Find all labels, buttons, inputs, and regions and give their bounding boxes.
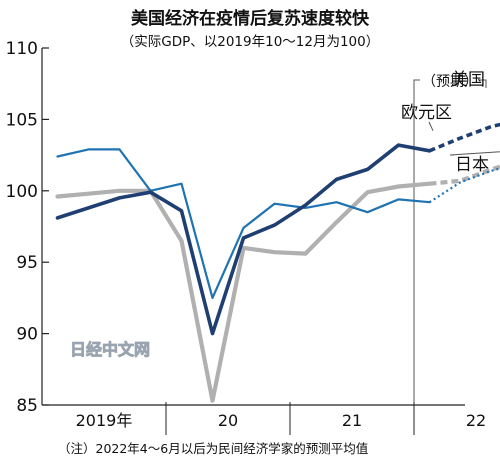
series-label-japan: 日本: [455, 155, 489, 175]
y-tick-label: 90: [16, 325, 38, 345]
x-tick-label: 22: [466, 411, 486, 430]
x-tick-label: 21: [342, 411, 362, 430]
series-line-美国: [55, 143, 432, 336]
chart-footnote: （注）2022年4～6月以后为民间经济学家的预测平均值: [58, 441, 369, 456]
chart-subtitle: （实际GDP、以2019年10～12月为100）: [120, 34, 380, 50]
series-label-leader: [449, 151, 500, 156]
series-label-euro: 欧元区: [401, 103, 452, 123]
series-forecast-美国: [428, 122, 500, 153]
series-line-欧元区: [55, 181, 432, 403]
y-tick-label: 95: [16, 253, 38, 273]
y-tick-label: 100: [6, 182, 38, 202]
watermark: 日经中文网: [70, 340, 150, 359]
forecast-label: （预期）: [422, 74, 478, 90]
y-tick-label: 85: [16, 396, 38, 416]
series-label-us: 美国: [451, 70, 485, 90]
forecast-bracket: [413, 79, 420, 92]
chart-title: 美国经济在疫情后复苏速度较快: [131, 9, 369, 29]
series-label-leader: [428, 121, 434, 131]
x-tick-label: 20: [218, 411, 238, 430]
forecast-bracket: [478, 79, 487, 88]
y-tick-label: 105: [6, 110, 38, 130]
y-tick-label: 110: [6, 39, 38, 59]
series-line-日本: [56, 148, 431, 299]
x-tick-label: 2019年: [76, 411, 133, 430]
